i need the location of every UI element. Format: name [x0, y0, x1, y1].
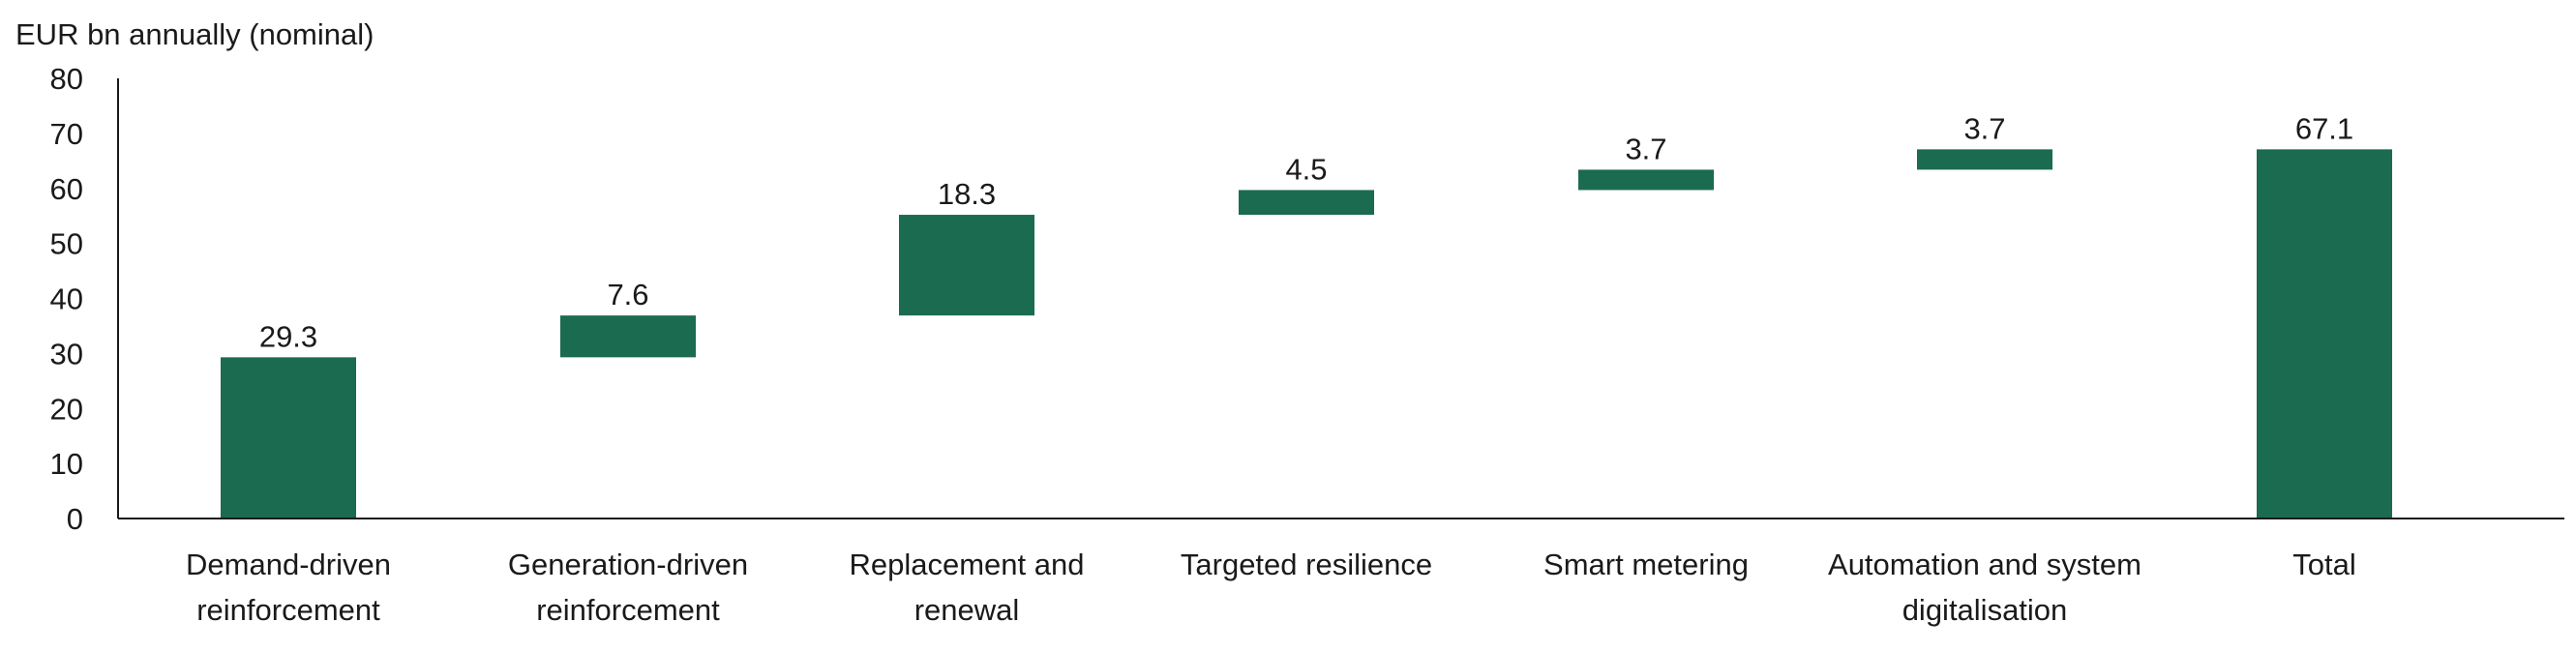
data-label: 3.7 [1963, 111, 2005, 145]
category-label: Targeted resilience [1181, 548, 1432, 581]
y-tick-label: 80 [50, 62, 83, 96]
data-label: 3.7 [1625, 132, 1666, 165]
bar [899, 215, 1034, 316]
category-label: Demand-driven reinforcement [186, 548, 391, 627]
y-axis-ticks: 0 10 20 30 40 50 60 70 80 [50, 62, 83, 536]
data-label: 7.6 [607, 278, 648, 311]
y-tick-label: 50 [50, 227, 83, 261]
data-label: 29.3 [259, 319, 317, 353]
bar [1917, 149, 2052, 170]
y-tick-label: 0 [67, 502, 83, 536]
bar [1578, 169, 1714, 191]
y-tick-label: 70 [50, 117, 83, 151]
category-label: Automation and system digitalisation [1828, 548, 2142, 627]
y-tick-label: 30 [50, 337, 83, 370]
bar [1239, 190, 1374, 216]
data-labels: 29.3 7.6 18.3 4.5 3.7 3.7 67.1 [259, 111, 2353, 353]
y-tick-label: 20 [50, 392, 83, 426]
data-label: 67.1 [2295, 111, 2353, 145]
y-tick-label: 40 [50, 282, 83, 316]
bars [221, 149, 2392, 519]
data-label: 4.5 [1285, 152, 1327, 186]
category-label: Replacement and renewal [850, 548, 1085, 627]
bar [560, 315, 696, 358]
category-labels: Demand-driven reinforcement Generation-dri… [186, 548, 2356, 627]
category-label: Total [2292, 548, 2355, 581]
category-label: Smart metering [1543, 548, 1749, 581]
bar [221, 357, 356, 519]
y-axis-title: EUR bn annually (nominal) [15, 17, 374, 51]
y-tick-label: 10 [50, 447, 83, 481]
category-label: Generation-driven reinforcement [508, 548, 748, 627]
bar [2257, 149, 2392, 519]
y-tick-label: 60 [50, 172, 83, 206]
data-label: 18.3 [938, 177, 996, 211]
